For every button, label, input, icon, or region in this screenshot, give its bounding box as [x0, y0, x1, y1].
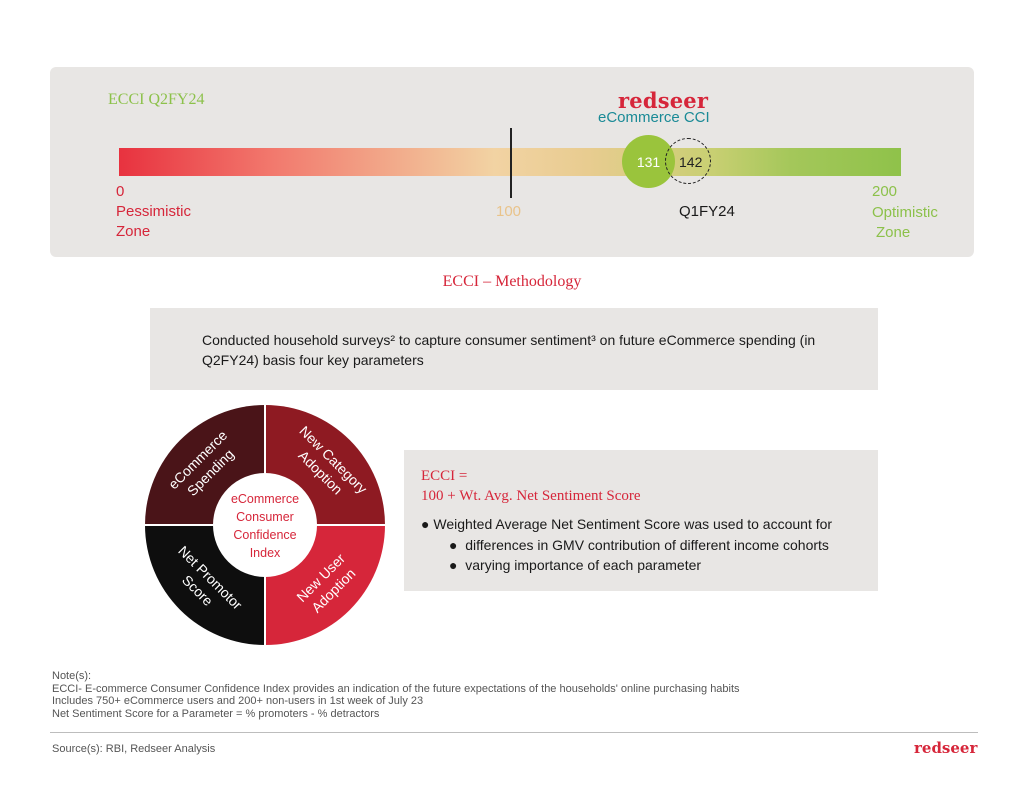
bullet-dot: ● [449, 557, 466, 573]
pessimistic-zone-label-1: Pessimistic [116, 203, 192, 220]
bullet-dot: ● [421, 516, 434, 532]
previous-value: 142 [679, 154, 703, 170]
formula-title-line-1: ECCI = [421, 468, 468, 484]
formula-sub-bullet-2: ● varying importance of each parameter [449, 555, 701, 575]
midpoint-tick [510, 128, 512, 198]
optimistic-zone-label-2: Zone [876, 224, 911, 241]
gauge-period-label: ECCI Q2FY24 [108, 91, 205, 108]
previous-period-label: Q1FY24 [679, 203, 735, 220]
parameters-donut: eCommerce Consumer Confidence Index eCom… [145, 405, 385, 645]
formula-title: ECCI = 100 + Wt. Avg. Net Sentiment Scor… [421, 466, 641, 506]
center-line-4: Index [250, 546, 281, 560]
optimistic-zone-label-1: Optimistic [872, 204, 938, 221]
survey-box [150, 308, 878, 390]
notes-section: Note(s): ECCI- E-commerce Consumer Confi… [52, 670, 740, 720]
scale-mid-label: 100 [496, 203, 522, 220]
redseer-logo: redseer [618, 88, 709, 113]
pessimistic-zone-label-2: Zone [116, 223, 151, 240]
center-line-2: Consumer [236, 510, 294, 524]
formula-bullet-main: ● Weighted Average Net Sentiment Score w… [421, 514, 832, 534]
index-name-label: eCommerce CCI [598, 109, 710, 126]
donut-segments [145, 405, 385, 645]
scale-min-label: 0 [116, 183, 125, 200]
formula-sub-bullet-1-text: differences in GMV contribution of diffe… [465, 537, 829, 553]
scale-max-label: 200 [872, 183, 898, 200]
current-value: 131 [636, 153, 661, 170]
formula-bullet-main-text: Weighted Average Net Sentiment Score was… [433, 516, 833, 532]
note-2: Includes 750+ eCommerce users and 200+ n… [52, 695, 424, 707]
donut-hole [213, 473, 317, 577]
center-line-1: eCommerce [231, 492, 299, 506]
notes-heading: Note(s): [52, 670, 92, 682]
formula-sub-bullet-1: ● differences in GMV contribution of dif… [449, 535, 829, 555]
note-1: ECCI- E-commerce Consumer Confidence Ind… [52, 682, 740, 695]
formula-title-line-2: 100 + Wt. Avg. Net Sentiment Score [421, 488, 641, 504]
formula-box [404, 450, 878, 591]
center-line-3: Confidence [233, 528, 296, 542]
source-text: Source(s): RBI, Redseer Analysis [52, 743, 216, 755]
note-3: Net Sentiment Score for a Parameter = % … [52, 707, 380, 720]
previous-value-marker [665, 138, 711, 184]
bullet-dot: ● [449, 537, 466, 553]
formula-sub-bullet-2-text: varying importance of each parameter [465, 557, 702, 573]
footer-divider [50, 732, 978, 733]
methodology-title: ECCI – Methodology [442, 273, 582, 290]
footer-logo: redseer [914, 739, 978, 757]
donut-center-label: eCommerce Consumer Confidence Index [231, 492, 299, 560]
survey-description: Conducted household surveys² to capture … [202, 332, 816, 368]
